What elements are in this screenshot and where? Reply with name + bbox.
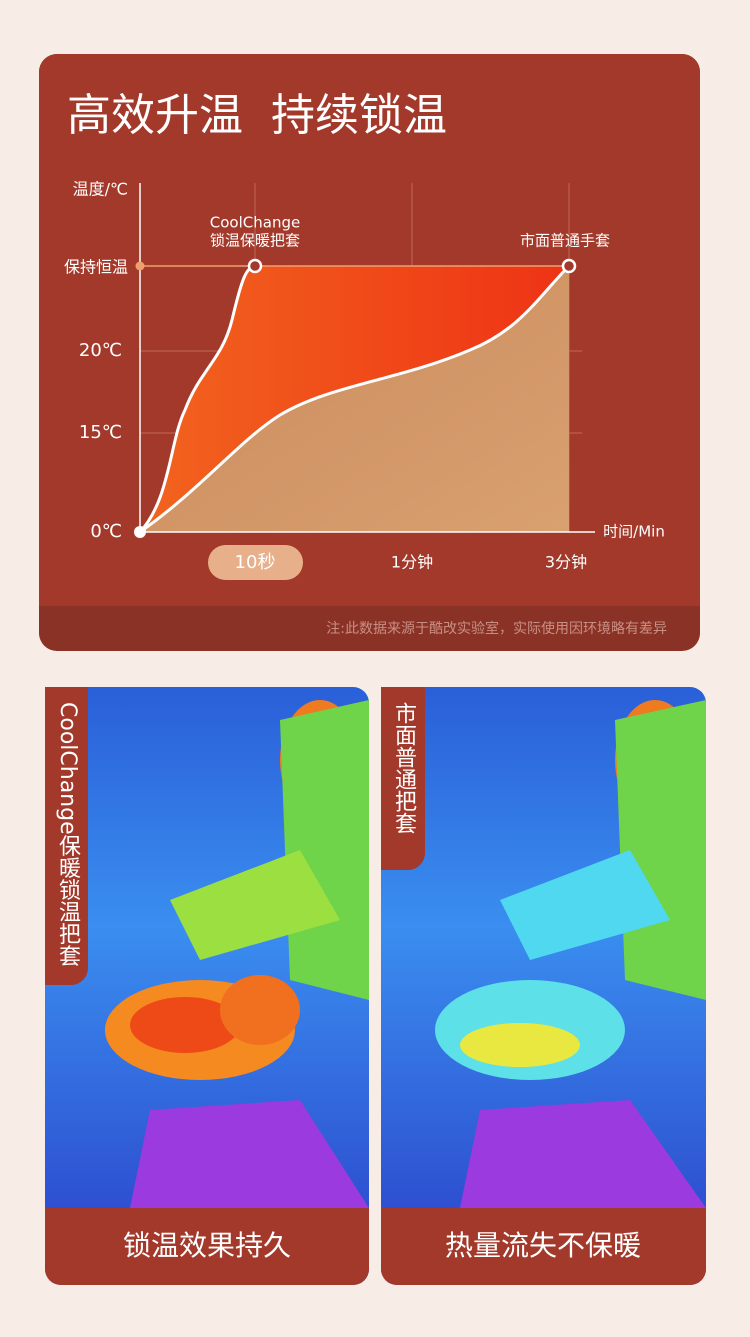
area-normal <box>140 266 569 532</box>
thermal-blob <box>460 1023 580 1067</box>
panel-tag: 市面普通把套 <box>391 702 417 834</box>
note: 注:此数据来源于酷改实验室，实际使用因环境略有差异 <box>326 620 667 637</box>
x-axis-title: 时间/Min <box>603 523 665 541</box>
marker <box>247 258 263 274</box>
y-axis-title: 温度/℃ <box>73 180 128 199</box>
curve-normal <box>139 264 571 534</box>
curve-coolchange <box>138 264 256 534</box>
annotation: 市面普通手套 <box>520 232 610 250</box>
x-label: 3分钟 <box>545 553 587 572</box>
tag <box>45 687 88 985</box>
thermal-blob <box>130 997 240 1053</box>
annotation: 锁温保暖把套 <box>210 232 300 250</box>
x-label-pill <box>208 545 303 580</box>
panel-caption: 热量流失不保暖 <box>445 1229 641 1262</box>
annotation: CoolChange <box>210 214 300 232</box>
thermal-blob <box>220 975 300 1045</box>
thermal-blob <box>130 1100 369 1208</box>
thermal-image <box>381 687 706 1285</box>
tag <box>381 687 425 870</box>
y-label: 15℃ <box>79 422 122 443</box>
card-body-fill <box>39 580 700 606</box>
constant-dot <box>135 261 145 271</box>
caption-band <box>381 1208 706 1285</box>
origin-dot <box>134 526 146 538</box>
y-label: 保持恒温 <box>64 258 128 277</box>
thermal-blob <box>460 1100 706 1208</box>
area-coolchange <box>140 266 569 532</box>
thermal-blob <box>280 700 369 1000</box>
y-label: 0℃ <box>90 521 122 542</box>
thermal-image <box>45 687 369 1285</box>
y-label: 20℃ <box>79 340 122 361</box>
panel-caption: 锁温效果持久 <box>123 1229 291 1262</box>
thermal-blob <box>500 850 670 960</box>
x-label: 1分钟 <box>391 553 433 572</box>
thermal-blob <box>615 700 706 1000</box>
panel-tag: CoolChange保暖锁温把套 <box>55 702 81 967</box>
caption-band <box>45 1208 369 1285</box>
x-label: 10秒 <box>235 552 276 573</box>
thermal-blob <box>170 850 340 960</box>
marker <box>561 258 577 274</box>
title: 高效升温 持续锁温 <box>67 90 447 141</box>
